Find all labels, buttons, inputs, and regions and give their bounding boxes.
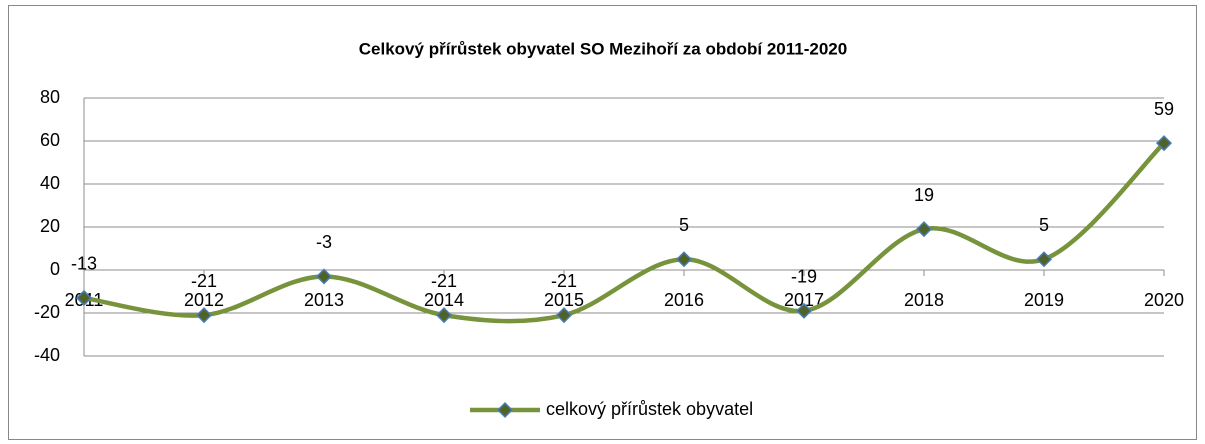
data-label: -21	[191, 271, 217, 291]
y-tick-label: 20	[40, 216, 60, 236]
x-tick-label: 2018	[904, 290, 944, 310]
data-label: -13	[71, 254, 97, 274]
legend-marker	[496, 401, 514, 419]
marker	[315, 268, 333, 285]
y-tick-label: -40	[34, 345, 60, 365]
marker	[915, 221, 933, 238]
data-label: 59	[1154, 99, 1174, 119]
y-tick-label: 40	[40, 173, 60, 193]
data-label: -21	[431, 271, 457, 291]
data-label: -19	[791, 267, 817, 287]
marker	[555, 307, 573, 324]
marker	[1155, 135, 1173, 152]
marker	[675, 251, 693, 268]
data-label: 5	[679, 215, 689, 235]
x-tick-label: 2015	[544, 290, 584, 310]
legend-label: celkový přírůstek obyvatel	[546, 399, 753, 419]
x-tick-label: 2019	[1024, 290, 1064, 310]
marker	[795, 302, 813, 319]
y-tick-label: 60	[40, 130, 60, 150]
data-label: 19	[914, 185, 934, 205]
data-label: -21	[551, 271, 577, 291]
x-tick-label: 2012	[184, 290, 224, 310]
chart-title: Celkový přírůstek obyvatel SO Mezihoří z…	[359, 39, 847, 58]
y-tick-label: 0	[50, 259, 60, 279]
marker	[435, 307, 453, 324]
chart-frame	[8, 5, 1197, 440]
marker	[195, 307, 213, 324]
line-series	[83, 141, 1166, 324]
y-tick-label: -20	[34, 302, 60, 322]
x-tick-label: 2017	[784, 290, 824, 310]
x-tick-label: 2013	[304, 290, 344, 310]
marker	[75, 289, 93, 307]
x-tick-label: 2016	[664, 290, 704, 310]
marker	[1035, 251, 1053, 268]
x-tick-label: 2014	[424, 290, 464, 310]
y-tick-label: 80	[40, 87, 60, 107]
x-tick-label: 2020	[1144, 290, 1184, 310]
data-label: -3	[316, 232, 332, 252]
data-label: 5	[1039, 215, 1049, 235]
